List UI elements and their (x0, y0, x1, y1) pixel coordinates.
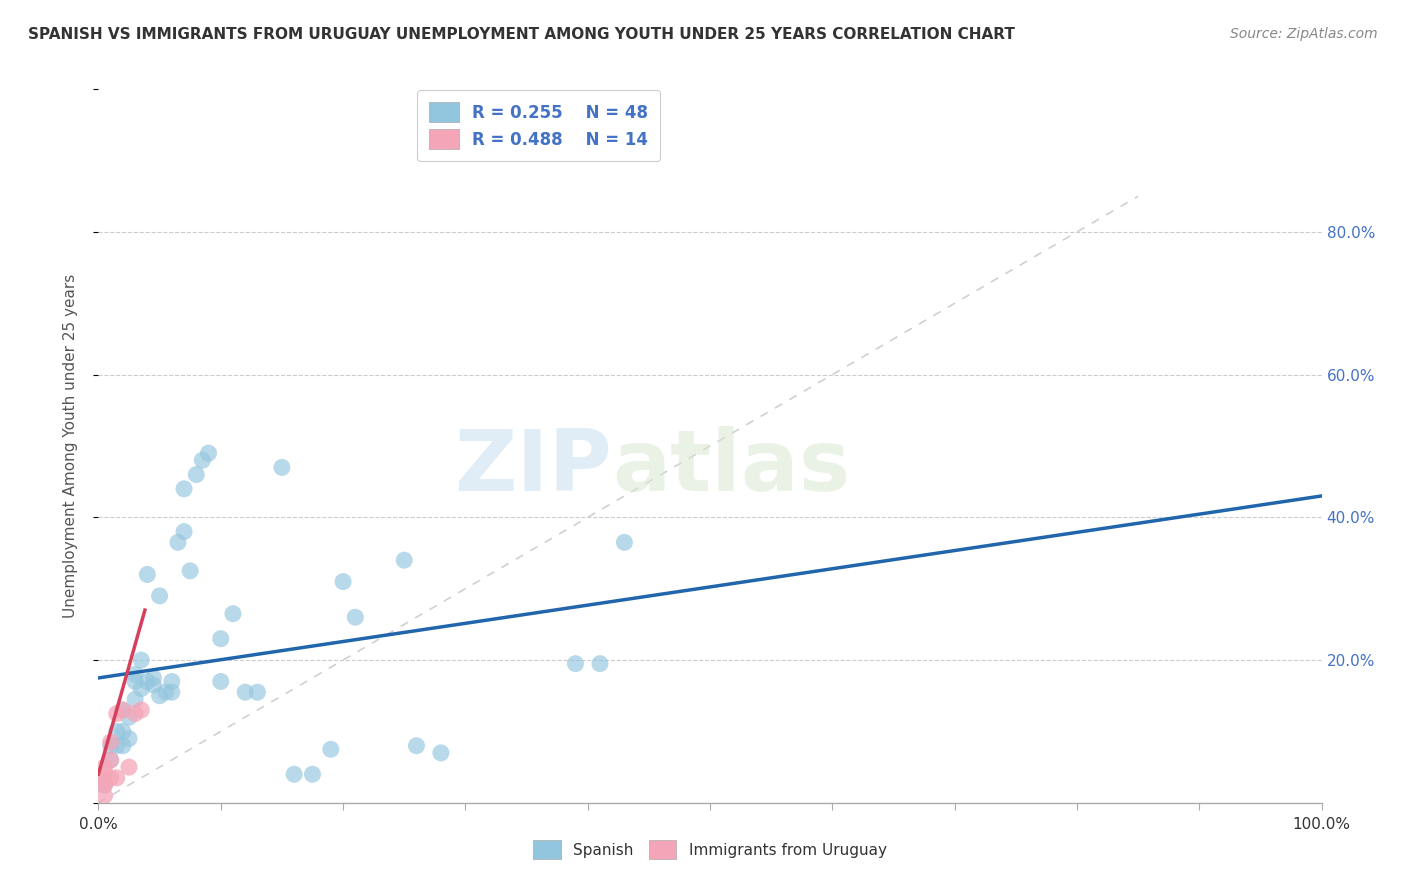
Point (93, 774, 115, 789)
Text: ZIP: ZIP (454, 425, 612, 509)
Point (173, 524, 195, 539)
Point (100, 735, 122, 749)
Point (93, 789, 115, 803)
Point (105, 706, 128, 721)
Point (124, 667, 146, 681)
Point (111, 703, 134, 717)
Y-axis label: Unemployment Among Youth under 25 years: Unemployment Among Youth under 25 years (63, 274, 77, 618)
Point (191, 453, 214, 467)
Text: atlas: atlas (612, 425, 851, 509)
Point (111, 703, 134, 717)
Point (319, 742, 342, 756)
Point (344, 610, 367, 624)
Point (118, 710, 141, 724)
Point (149, 689, 172, 703)
Point (124, 692, 146, 706)
Point (93, 767, 115, 781)
Point (589, 657, 612, 671)
Text: Source: ZipAtlas.com: Source: ZipAtlas.com (1230, 27, 1378, 41)
Point (100, 753, 122, 767)
Point (301, 767, 323, 781)
Point (100, 739, 122, 753)
Point (160, 674, 183, 689)
Text: SPANISH VS IMMIGRANTS FROM URUGUAY UNEMPLOYMENT AMONG YOUTH UNDER 25 YEARS CORRE: SPANISH VS IMMIGRANTS FROM URUGUAY UNEMP… (28, 27, 1015, 42)
Point (111, 739, 134, 753)
Point (167, 535, 190, 549)
Point (155, 685, 177, 699)
Point (129, 653, 152, 667)
Point (270, 460, 294, 475)
Point (564, 657, 586, 671)
Point (136, 567, 159, 582)
Point (93, 760, 115, 774)
Point (186, 467, 208, 482)
Point (405, 739, 427, 753)
Point (173, 482, 195, 496)
Legend: Spanish, Immigrants from Uruguay: Spanish, Immigrants from Uruguay (526, 832, 894, 866)
Point (246, 685, 269, 699)
Point (283, 767, 305, 781)
Point (222, 607, 245, 621)
Point (142, 671, 165, 685)
Point (142, 678, 165, 692)
Point (392, 553, 416, 567)
Point (233, 685, 256, 699)
Point (93, 778, 115, 792)
Point (332, 574, 354, 589)
Point (105, 771, 128, 785)
Point (179, 564, 201, 578)
Point (111, 724, 134, 739)
Point (105, 739, 128, 753)
Point (124, 706, 146, 721)
Point (209, 674, 232, 689)
Point (93, 778, 115, 792)
Point (105, 724, 128, 739)
Point (100, 753, 122, 767)
Point (118, 760, 141, 774)
Point (613, 535, 636, 549)
Point (149, 589, 172, 603)
Point (197, 446, 219, 460)
Point (100, 771, 122, 785)
Point (209, 632, 232, 646)
Point (124, 674, 146, 689)
Point (136, 674, 159, 689)
Point (118, 731, 141, 746)
Point (129, 703, 152, 717)
Point (129, 681, 152, 696)
Point (430, 746, 453, 760)
Point (160, 685, 183, 699)
